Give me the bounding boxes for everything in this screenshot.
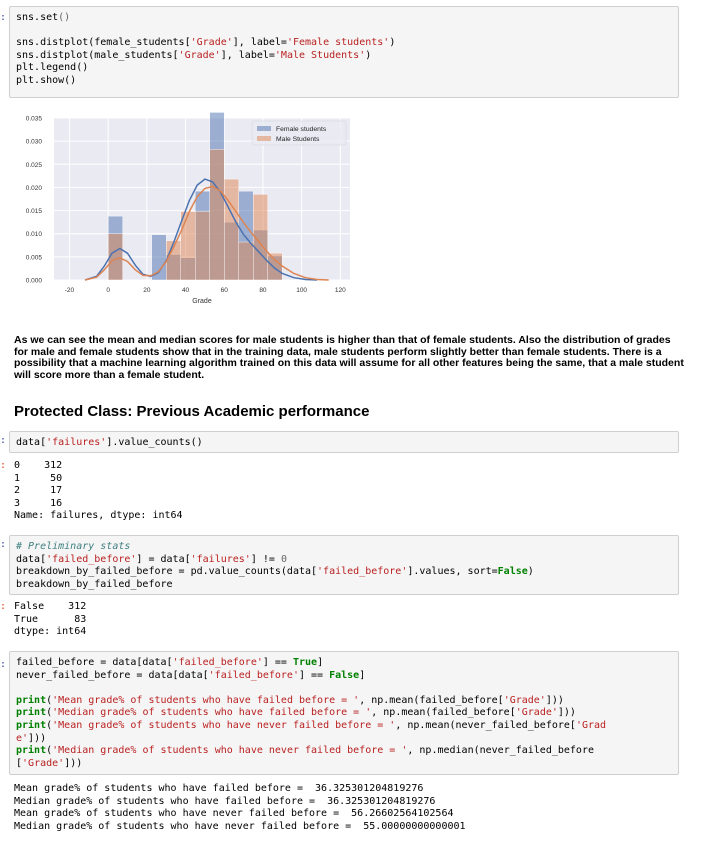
code-editor-1[interactable]: sns.set() sns.distplot(female_students['…: [9, 6, 679, 98]
output-area-3: False 312 True 83 dtype: int64: [14, 601, 86, 639]
cell-prompt: :: [0, 435, 7, 446]
code-line: never_failed_before = data[data['failed_…: [16, 669, 366, 681]
output-line: dtype: int64: [14, 626, 87, 638]
y-tick-label: 0.015: [26, 208, 43, 215]
x-tick-label: 60: [221, 287, 229, 294]
output-prompt: :: [0, 601, 7, 612]
output-line: Mean grade% of students who have never f…: [14, 808, 454, 820]
x-tick-label: 40: [182, 287, 190, 294]
legend-box: [251, 120, 347, 146]
code-line: print('Median grade% of students who hav…: [16, 745, 594, 757]
output-line: Mean grade% of students who have failed …: [14, 783, 424, 794]
cell-prompt: :: [0, 659, 7, 670]
histogram-bar: [267, 252, 283, 281]
output-line: Median grade% of students who have never…: [14, 820, 466, 832]
code-comment: # Preliminary stats: [16, 541, 131, 552]
distplot-chart: 0.000 0.005 0.010 0.015 0.020 0.025 0.030 0.035…: [26, 112, 350, 305]
markdown-paragraph: As we can see the mean and median scores…: [14, 334, 684, 381]
code-line: plt.legend(): [16, 62, 89, 74]
x-tick-label: 100: [296, 287, 307, 294]
legend-label: Female students: [276, 126, 327, 133]
code-line: sns.distplot(male_students['Grade'], lab…: [16, 49, 372, 61]
output-line: Median grade% of students who have faile…: [14, 795, 436, 807]
y-tick-label: 0.005: [26, 254, 43, 261]
code-line: breakdown_by_failed_before = pd.value_co…: [16, 566, 534, 578]
code-line: sns.distplot(female_students['Grade'], l…: [16, 37, 396, 49]
histogram-bar: [180, 211, 196, 281]
legend-label: Male Students: [276, 136, 320, 143]
code-line: ['Grade'])): [16, 757, 83, 769]
legend-swatch: [257, 126, 271, 131]
output-line: 3 16: [14, 497, 63, 509]
output-prompt: :: [0, 460, 7, 471]
x-tick-label: 20: [143, 287, 151, 294]
cell-prompt: :: [0, 539, 7, 550]
code-line: plt.show(): [16, 74, 77, 86]
x-tick-label: 80: [259, 287, 267, 294]
output-line: 1 50: [14, 472, 63, 484]
y-tick-label: 0.000: [26, 278, 43, 285]
histogram-bar: [238, 241, 254, 281]
histogram-bar: [224, 178, 239, 281]
histogram-bar: [107, 233, 123, 281]
code-line: failed_before = data[data['failed_before…: [16, 657, 324, 668]
code-line: e'])): [16, 732, 47, 744]
y-tick-label: 0.010: [26, 231, 43, 238]
kde-line: [84, 185, 329, 281]
y-tick-label: 0.020: [26, 185, 43, 192]
code-line: print('Mean grade% of students who have …: [16, 719, 607, 731]
output-line: True 83: [14, 613, 87, 625]
code-line: sns.set(): [16, 12, 71, 23]
x-axis-label: Grade: [192, 298, 212, 305]
code-line: data['failed_before'] = data['failures']…: [16, 553, 287, 565]
output-line: 0 312: [14, 460, 63, 471]
section-heading: Protected Class: Previous Academic perfo…: [14, 403, 370, 420]
histogram-bar: [209, 149, 225, 281]
code-editor-3[interactable]: # Preliminary stats data['failed_before'…: [9, 535, 679, 595]
code-line: print('Median grade% of students who hav…: [16, 707, 576, 719]
cell-prompt: :: [0, 12, 7, 23]
output-area-2: 0 312 1 50 2 17 3 16 Name: failures, dtype: …: [14, 460, 183, 523]
code-editor-2[interactable]: data['failures'].value_counts(): [9, 431, 679, 453]
legend-swatch: [257, 136, 271, 141]
kde-line: [84, 178, 318, 281]
y-tick-label: 0.035: [26, 116, 43, 123]
code-line: data['failures'].value_counts(): [16, 437, 203, 448]
code-line: breakdown_by_failed_before: [16, 578, 173, 590]
x-tick-label: 120: [335, 287, 346, 294]
x-tick-label: -20: [65, 287, 75, 294]
histogram-bar: [195, 211, 210, 281]
output-line: Name: failures, dtype: int64: [14, 510, 183, 522]
x-tick-label: 0: [106, 287, 110, 294]
code-editor-4[interactable]: failed_before = data[data['failed_before…: [9, 651, 679, 775]
output-area-4: Mean grade% of students who have failed …: [14, 783, 466, 833]
code-line: print('Mean grade% of students who have …: [16, 694, 564, 706]
y-tick-label: 0.030: [26, 139, 43, 146]
y-tick-label: 0.025: [26, 162, 43, 169]
output-line: 2 17: [14, 485, 63, 497]
output-line: False 312: [14, 601, 87, 612]
